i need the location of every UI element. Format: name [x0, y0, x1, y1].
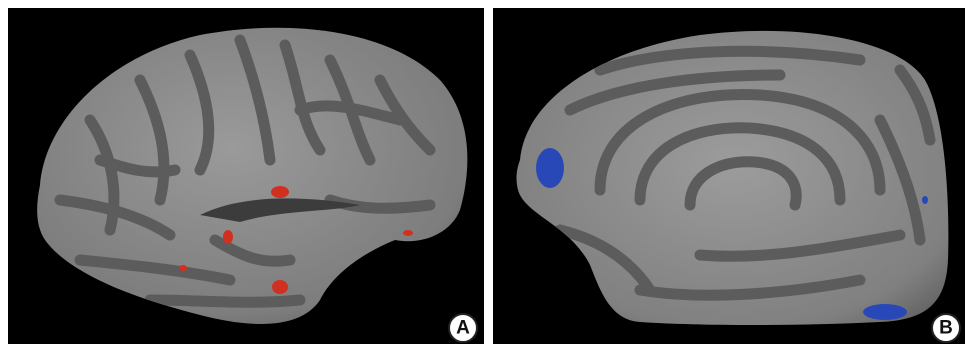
- figure: A B: [0, 0, 973, 350]
- panel-label: A: [456, 318, 470, 339]
- panel-label: B: [939, 318, 953, 339]
